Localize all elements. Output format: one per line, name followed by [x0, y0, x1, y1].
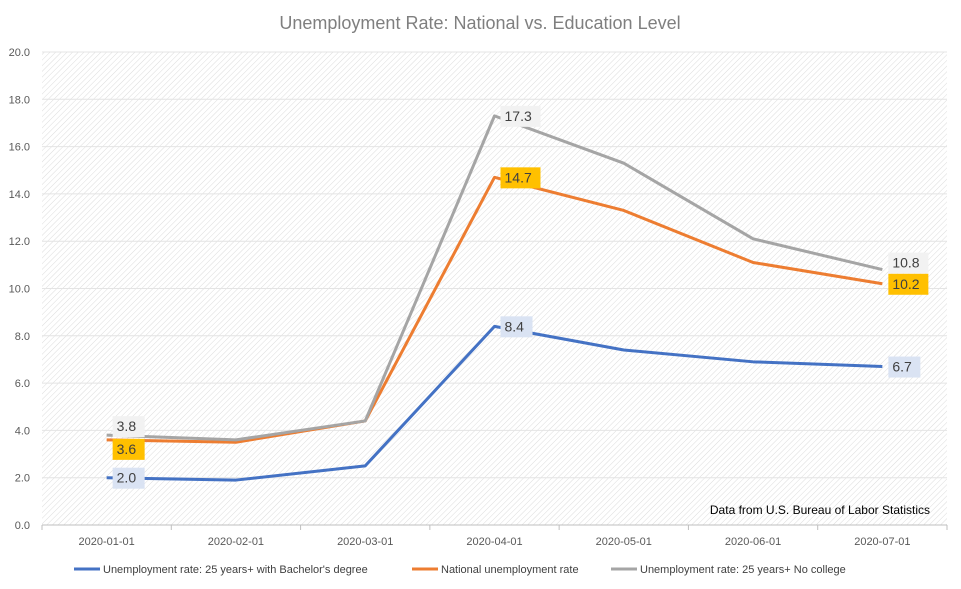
- data-label: 14.7: [505, 169, 532, 185]
- data-label: 6.7: [892, 359, 912, 375]
- y-tick-label: 10.0: [9, 284, 30, 296]
- data-label: 2.0: [117, 470, 137, 486]
- y-tick-label: 4.0: [15, 425, 30, 437]
- data-label-bg: [888, 273, 929, 295]
- x-tick-label: 2020-06-01: [725, 536, 781, 548]
- data-label: 10.2: [892, 276, 919, 292]
- data-label: 10.8: [892, 255, 919, 271]
- chart-title: Unemployment Rate: National vs. Educatio…: [279, 13, 680, 33]
- data-label: 3.8: [117, 418, 137, 434]
- source-annotation: Data from U.S. Bureau of Labor Statistic…: [710, 503, 930, 517]
- y-tick-label: 0.0: [15, 520, 30, 532]
- x-tick-label: 2020-07-01: [854, 536, 910, 548]
- y-tick-label: 12.0: [9, 236, 30, 248]
- data-label: 3.6: [117, 441, 137, 457]
- data-label-bg: [888, 252, 929, 274]
- x-tick-label: 2020-05-01: [596, 536, 652, 548]
- y-tick-label: 16.0: [9, 142, 30, 154]
- data-label-bg: [112, 467, 145, 489]
- data-label-bg: [888, 356, 921, 378]
- x-tick-label: 2020-03-01: [337, 536, 393, 548]
- y-tick-label: 8.0: [15, 331, 30, 343]
- y-tick-label: 18.0: [9, 94, 30, 106]
- data-label: 17.3: [505, 108, 532, 124]
- x-tick-label: 2020-01-01: [79, 536, 135, 548]
- data-label-bg: [112, 416, 145, 438]
- data-label-bg: [500, 167, 541, 189]
- y-tick-label: 20.0: [9, 47, 30, 59]
- legend-entry: Unemployment rate: 25 years+ with Bachel…: [103, 564, 368, 576]
- legend-entry: National unemployment rate: [441, 564, 579, 576]
- data-label: 8.4: [505, 318, 525, 334]
- y-tick-label: 2.0: [15, 473, 30, 485]
- data-label-bg: [500, 105, 541, 127]
- data-label-bg: [112, 438, 145, 460]
- y-tick-label: 14.0: [9, 189, 30, 201]
- y-tick-label: 6.0: [15, 378, 30, 390]
- x-tick-label: 2020-04-01: [466, 536, 522, 548]
- legend-entry: Unemployment rate: 25 years+ No college: [640, 564, 846, 576]
- x-tick-label: 2020-02-01: [208, 536, 264, 548]
- data-label-bg: [500, 316, 533, 338]
